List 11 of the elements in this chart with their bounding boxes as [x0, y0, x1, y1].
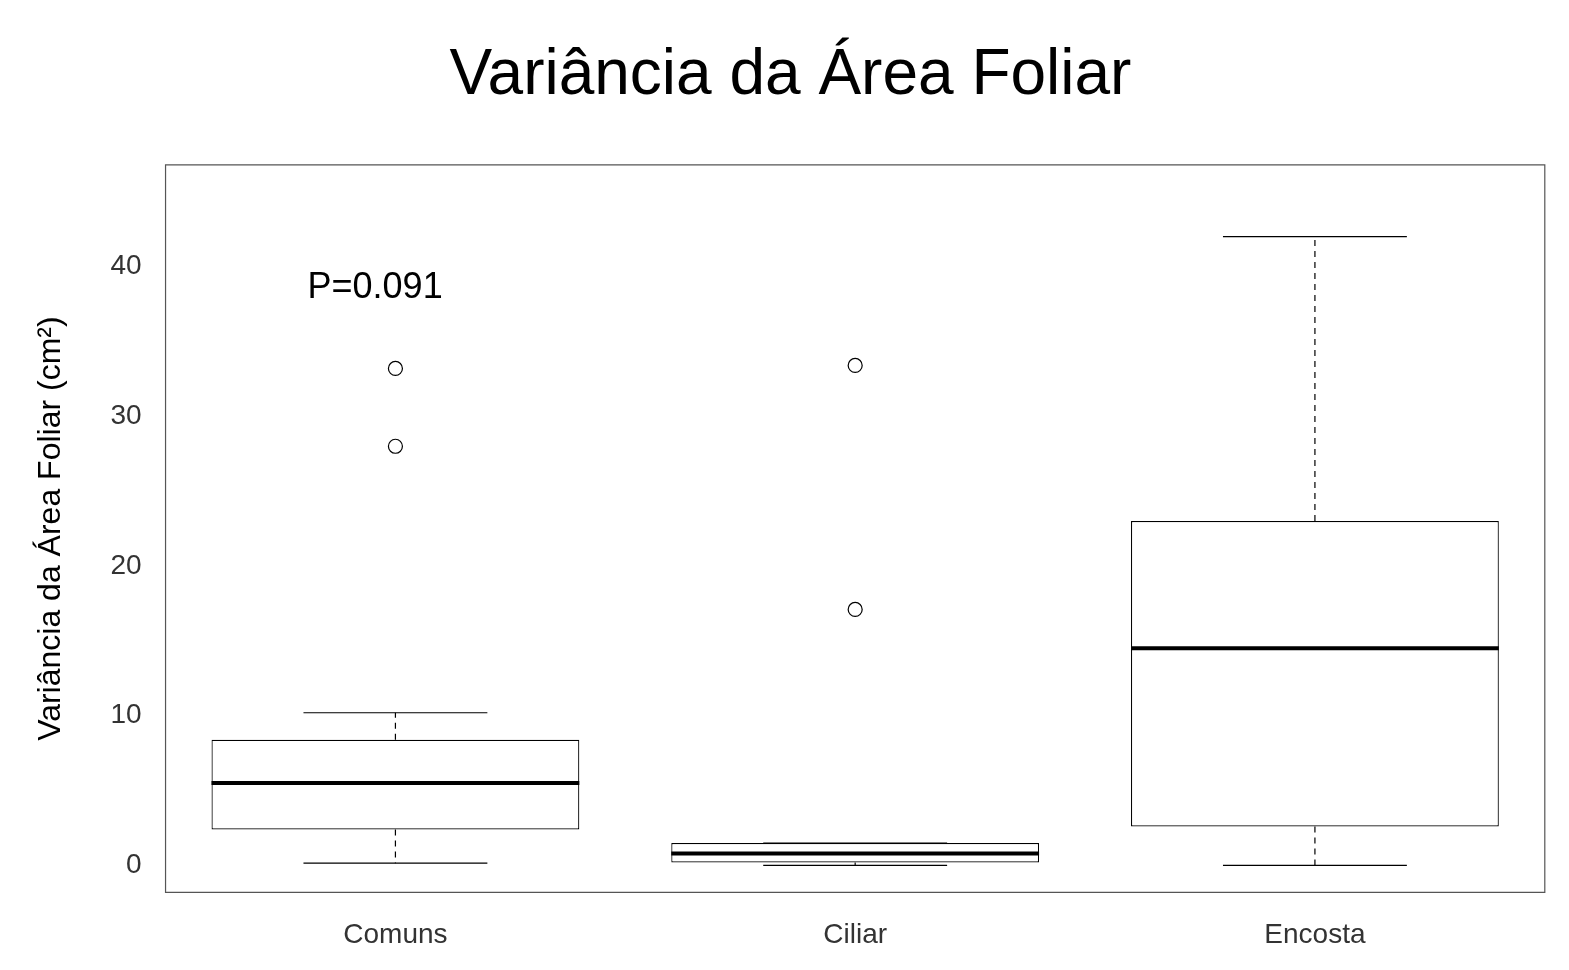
y-tick-label: 0 — [125, 848, 142, 880]
chart-title: Variância da Área Foliar — [449, 36, 1132, 109]
y-tick-label: 40 — [110, 249, 142, 281]
x-tick-label: Ciliar — [823, 917, 888, 949]
y-tick-label: 30 — [110, 399, 142, 431]
y-tick-label: 20 — [110, 548, 142, 580]
y-axis-title: Variância da Área Foliar (cm²) — [31, 316, 68, 741]
y-tick-label: 10 — [110, 698, 142, 730]
annotation: P=0.091 — [307, 264, 443, 306]
x-tick-label: Comuns — [343, 917, 448, 949]
x-tick-label: Encosta — [1264, 917, 1366, 949]
